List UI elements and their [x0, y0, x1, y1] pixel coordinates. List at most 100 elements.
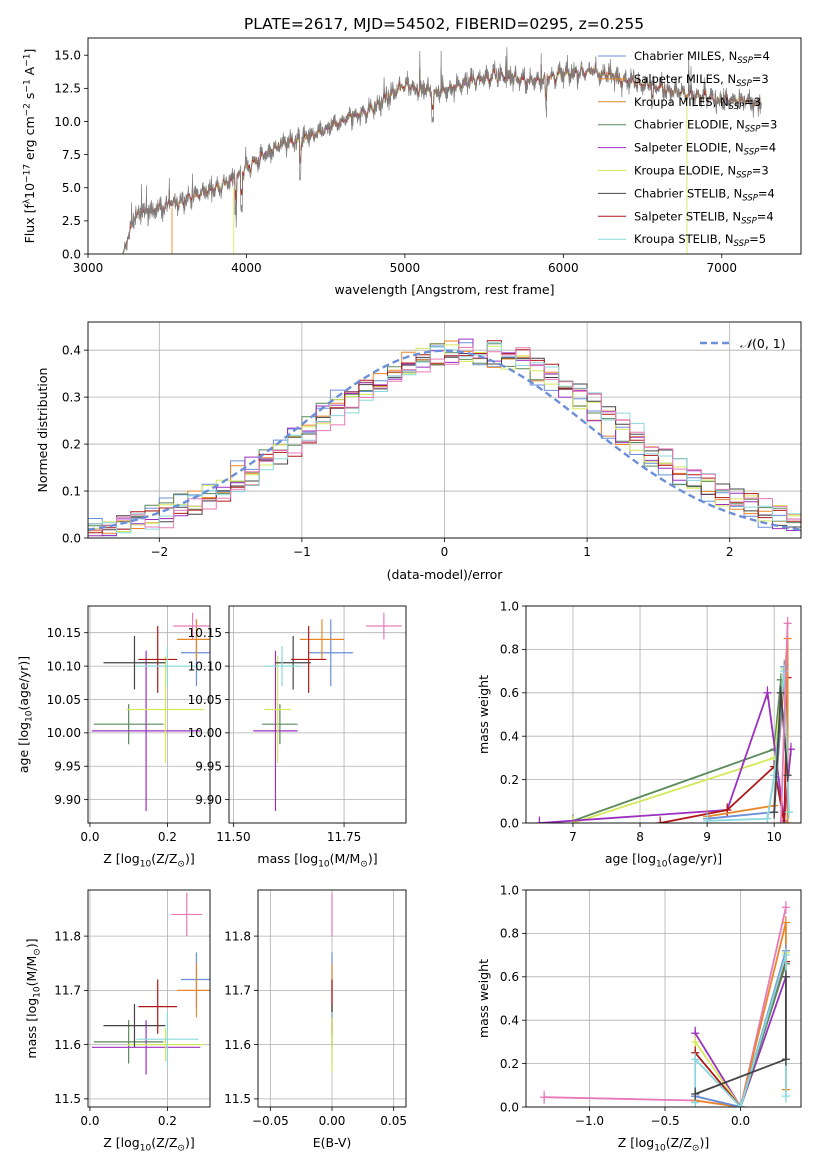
y-axis-label: Normed distribution: [35, 368, 50, 493]
y-tick-label: 11.7: [54, 984, 81, 998]
y-tick-label: 10.10: [47, 659, 81, 673]
y-axis-label: age [log10(age/yr)]: [16, 656, 35, 773]
residual-histograms: [88, 338, 801, 537]
x-tick-label: 3000: [73, 261, 104, 275]
x-tick-label: 8: [636, 830, 644, 844]
legend-label: Kroupa STELIB, NSSP=5: [634, 232, 766, 249]
mass-vs-ebv-axes: −0.05 0.00 0.05 11.5 11.6 11.7 11.8 E(B-V): [224, 889, 407, 1150]
x-tick-label: 5000: [390, 261, 421, 275]
x-axis-label: Z [log10(Z/Z⊙)]: [103, 1135, 194, 1154]
x-tick-label: 0.2: [158, 1114, 177, 1128]
weight-line: [539, 692, 792, 823]
y-tick-label: 11.8: [54, 929, 81, 943]
gaussian-curve: [88, 349, 801, 531]
y-tick-label: 0.4: [500, 1014, 519, 1028]
y-tick-label: 0.0: [500, 816, 519, 830]
weight-line: [694, 976, 787, 1107]
weight-line: [707, 671, 790, 822]
axes-frame: [87, 605, 211, 824]
error-bars: [253, 612, 402, 811]
y-tick-label: 0.0: [62, 247, 81, 261]
legend-label: Chabrier MILES, NSSP=4: [634, 49, 770, 66]
y-tick-label: 0.6: [500, 970, 519, 984]
y-axis-label: mass weight: [476, 959, 491, 1038]
weight-lines: [535, 616, 795, 823]
x-tick-label: 0.00: [319, 1114, 346, 1128]
x-tick-label: 2: [726, 545, 734, 559]
legend-label: Salpeter MILES, NSSP=3: [634, 72, 769, 89]
weight-lines: [540, 900, 790, 1107]
x-axis-label: E(B-V): [313, 1135, 352, 1150]
axes-frame: [525, 889, 802, 1108]
residual-histogram-line: [88, 346, 801, 531]
y-axis-label: Flux [fλ10−17 erg cm−2 s−1 A−1]: [22, 49, 37, 244]
legend-label: Kroupa ELODIE, NSSP=3: [634, 164, 769, 181]
y-tick-label: 11.5: [224, 1092, 251, 1106]
y-tick-label: 0.0: [500, 1100, 519, 1114]
y-tick-label: 11.7: [224, 984, 251, 998]
axes-frame: [87, 37, 802, 255]
mass-weight-vs-Z-axes: −1.0 −0.5 0.0 0.0 0.2 0.4 0.6 0.8 1.0 Z [log10(Z/…: [476, 883, 802, 1154]
x-tick-label: 4000: [231, 261, 262, 275]
residual-histogram-line: [88, 342, 801, 534]
x-tick-label: 0.05: [380, 1114, 407, 1128]
x-axis-label: Z [log10(Z/Z⊙)]: [618, 1135, 709, 1154]
y-tick-label: 9.95: [195, 760, 222, 774]
y-tick-label: 0.4: [62, 343, 81, 357]
y-tick-label: 10.15: [188, 626, 222, 640]
weight-line: [707, 666, 786, 820]
x-tick-label: 11.75: [327, 830, 361, 844]
y-tick-label: 0.4: [500, 730, 519, 744]
y-tick-label: 10.00: [188, 726, 222, 740]
spectrum-axes: 3000 4000 5000 6000 7000 0.0 2.5 5.0 7.5 10.0 12.5…: [22, 37, 802, 297]
legend-label: 𝒩(0, 1): [740, 336, 786, 351]
x-tick-label: 7000: [707, 261, 738, 275]
residual-histogram-line: [88, 340, 801, 534]
axes-frame: [525, 605, 802, 824]
x-tick-label: 0.2: [158, 830, 177, 844]
y-tick-label: 0.2: [500, 773, 519, 787]
chart-layer: 3000 4000 5000 6000 70000.02.55.07.510.012.5…: [16, 37, 802, 1154]
weight-line: [572, 679, 782, 822]
x-tick-label: −2: [150, 545, 168, 559]
mass-vs-Z-axes: 0.0 0.2 11.5 11.6 11.7 11.8 Z [log10(Z/Z⊙)] mas…: [24, 889, 211, 1154]
y-tick-label: 0.8: [500, 927, 519, 941]
y-tick-label: 9.90: [195, 793, 222, 807]
legend-label: Chabrier STELIB, NSSP=4: [634, 186, 775, 203]
y-tick-label: 5.0: [62, 181, 81, 195]
axes-frame: [87, 889, 211, 1108]
legend-label: Kroupa MILES, NSSP=3: [634, 95, 761, 112]
legend-label: Salpeter ELODIE, NSSP=4: [634, 141, 776, 158]
x-axis-label: age [log10(age/yr)]: [605, 851, 722, 870]
x-axis-label: (data-model)/error: [387, 567, 504, 582]
y-tick-label: 11.6: [224, 1038, 251, 1052]
x-tick-label: 0.0: [731, 1114, 750, 1128]
x-tick-label: 11.50: [216, 830, 250, 844]
age-vs-mass-axes: 11.50 11.75 9.90 9.95 10.00 10.05 10.10 10.15 ma…: [188, 605, 407, 870]
y-tick-label: 10.10: [188, 659, 222, 673]
x-tick-label: 0.0: [80, 830, 99, 844]
spectrum-lines: [122, 47, 762, 254]
y-tick-label: 15.0: [54, 49, 81, 63]
age-vs-Z-axes: 0.0 0.2 9.90 9.95 10.00 10.05 10.10 10.15 Z [log…: [16, 605, 211, 870]
y-tick-label: 11.6: [54, 1038, 81, 1052]
y-tick-label: 12.5: [54, 82, 81, 96]
y-axis-label: mass weight: [476, 675, 491, 754]
y-tick-label: 11.8: [224, 929, 251, 943]
x-tick-label: 7: [569, 830, 577, 844]
y-tick-label: 9.95: [54, 760, 81, 774]
y-tick-label: 0.2: [500, 1057, 519, 1071]
y-tick-label: 1.0: [500, 599, 519, 613]
y-axis-label: mass [log10(M/M⊙)]: [24, 938, 43, 1058]
x-tick-label: −0.05: [252, 1114, 289, 1128]
figure-title: PLATE=2617, MJD=54502, FIBERID=0295, z=0…: [244, 15, 644, 33]
weight-line: [572, 668, 786, 823]
x-axis-label: wavelength [Angstrom, rest frame]: [334, 282, 554, 297]
x-tick-label: 6000: [548, 261, 579, 275]
x-tick-label: −1.0: [575, 1114, 604, 1128]
weight-line: [780, 623, 789, 823]
legend: Chabrier MILES, NSSP=4 Salpeter MILES, NS…: [598, 49, 777, 249]
x-axis-label: mass [log10(M/M⊙)]: [257, 851, 377, 870]
y-tick-label: 0.8: [500, 643, 519, 657]
residual-histogram-line: [88, 340, 801, 534]
